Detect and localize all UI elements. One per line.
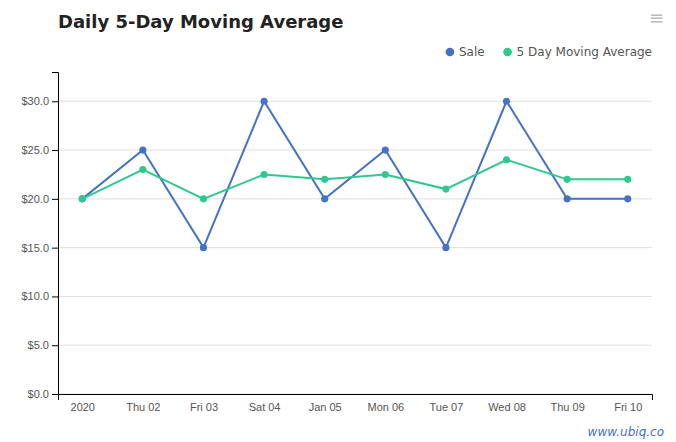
grid xyxy=(58,101,652,394)
tick-label: Jan 05 xyxy=(309,401,342,413)
point xyxy=(261,171,268,178)
x-tick: Thu 02 xyxy=(126,401,160,413)
tick-label: Tue 07 xyxy=(429,401,463,413)
title: Daily 5-Day Moving Average xyxy=(58,11,343,32)
y-tick: $20.0 xyxy=(21,193,58,205)
tick-label: $25.0 xyxy=(21,144,49,156)
point xyxy=(139,146,146,153)
point xyxy=(200,195,207,202)
x-tick: Sat 04 xyxy=(249,401,281,413)
legend-symbol xyxy=(503,48,512,57)
legend: Sale 5 Day Moving Average xyxy=(446,45,652,59)
legend-item: Sale xyxy=(446,45,485,59)
series xyxy=(79,98,632,251)
tick-label: Sat 04 xyxy=(249,401,281,413)
line xyxy=(82,160,628,199)
grid-line xyxy=(58,150,652,151)
point xyxy=(564,176,571,183)
tick-label: $20.0 xyxy=(21,193,49,205)
axis-line xyxy=(52,73,59,395)
x-tick: Fri 03 xyxy=(190,401,218,413)
marks xyxy=(79,98,632,251)
point xyxy=(261,98,268,105)
tick-label: Fri 10 xyxy=(614,401,642,413)
y-axis: $0.0 $5.0 $10.0 $15.0 $20.0 $25.0 $30.0 xyxy=(21,73,58,401)
tick-label: 2020 xyxy=(71,401,95,413)
x-tick: Jan 05 xyxy=(309,401,342,413)
point xyxy=(139,166,146,173)
point xyxy=(624,176,631,183)
series xyxy=(79,156,632,202)
grid-line xyxy=(58,345,652,346)
tick-label: Mon 06 xyxy=(367,401,404,413)
point xyxy=(624,195,631,202)
tick-mark xyxy=(52,101,58,102)
tick-mark xyxy=(52,345,58,346)
tick-label: Fri 03 xyxy=(190,401,218,413)
point xyxy=(503,156,510,163)
plot-area: $0.0 $5.0 $10.0 $15.0 $20.0 $25.0 $30.0 2020 Thu… xyxy=(21,73,652,413)
chart: $0.0 $5.0 $10.0 $15.0 $20.0 $25.0 $30.0 2020 Thu… xyxy=(0,0,676,442)
x-tick: Thu 09 xyxy=(551,401,585,413)
legend-label: Sale xyxy=(459,45,485,59)
x-tick: Wed 08 xyxy=(488,401,526,413)
point xyxy=(79,195,86,202)
axis-line xyxy=(59,395,653,401)
x-axis: 2020 Thu 02 Fri 03 Sat 04 Jan 05 Mon 06 Tue 07… xyxy=(59,395,653,413)
y-tick: $30.0 xyxy=(21,95,58,107)
y-tick: $25.0 xyxy=(21,144,58,156)
x-tick: Mon 06 xyxy=(367,401,404,413)
x-tick: Tue 07 xyxy=(429,401,463,413)
watermark: www.ubiq.co xyxy=(588,425,664,439)
grid-line xyxy=(58,101,652,102)
point xyxy=(321,176,328,183)
tick-label: $30.0 xyxy=(21,95,49,107)
point xyxy=(321,195,328,202)
point xyxy=(564,195,571,202)
tick-label: $10.0 xyxy=(21,290,49,302)
point xyxy=(382,171,389,178)
line xyxy=(82,101,628,247)
tick-mark xyxy=(52,199,58,200)
point xyxy=(442,186,449,193)
legend-label: 5 Day Moving Average xyxy=(517,45,652,59)
grid-line xyxy=(58,198,652,199)
tick-label: Thu 02 xyxy=(126,401,160,413)
tick-mark xyxy=(52,296,58,297)
point xyxy=(503,98,510,105)
x-tick: Fri 10 xyxy=(614,401,642,413)
tick-label: $15.0 xyxy=(21,242,49,254)
tick-mark xyxy=(52,248,58,249)
tick-mark xyxy=(52,150,58,151)
tick-label: Wed 08 xyxy=(488,401,526,413)
x-tick: 2020 xyxy=(71,401,95,413)
menu-icon: ≡ xyxy=(649,7,664,28)
point xyxy=(382,146,389,153)
point xyxy=(79,195,86,202)
legend-item: 5 Day Moving Average xyxy=(503,45,652,59)
point xyxy=(442,244,449,251)
y-tick: $5.0 xyxy=(28,339,58,351)
y-tick: $0.0 xyxy=(28,388,58,400)
point xyxy=(200,244,207,251)
y-tick: $15.0 xyxy=(21,242,58,254)
tick-label: $5.0 xyxy=(28,339,49,351)
tick-label: Thu 09 xyxy=(551,401,585,413)
tick-mark xyxy=(52,394,58,395)
grid-line xyxy=(58,296,652,297)
tick-label: $0.0 xyxy=(28,388,49,400)
grid-line xyxy=(58,247,652,248)
y-tick: $10.0 xyxy=(21,290,58,302)
legend-symbol xyxy=(446,48,455,57)
